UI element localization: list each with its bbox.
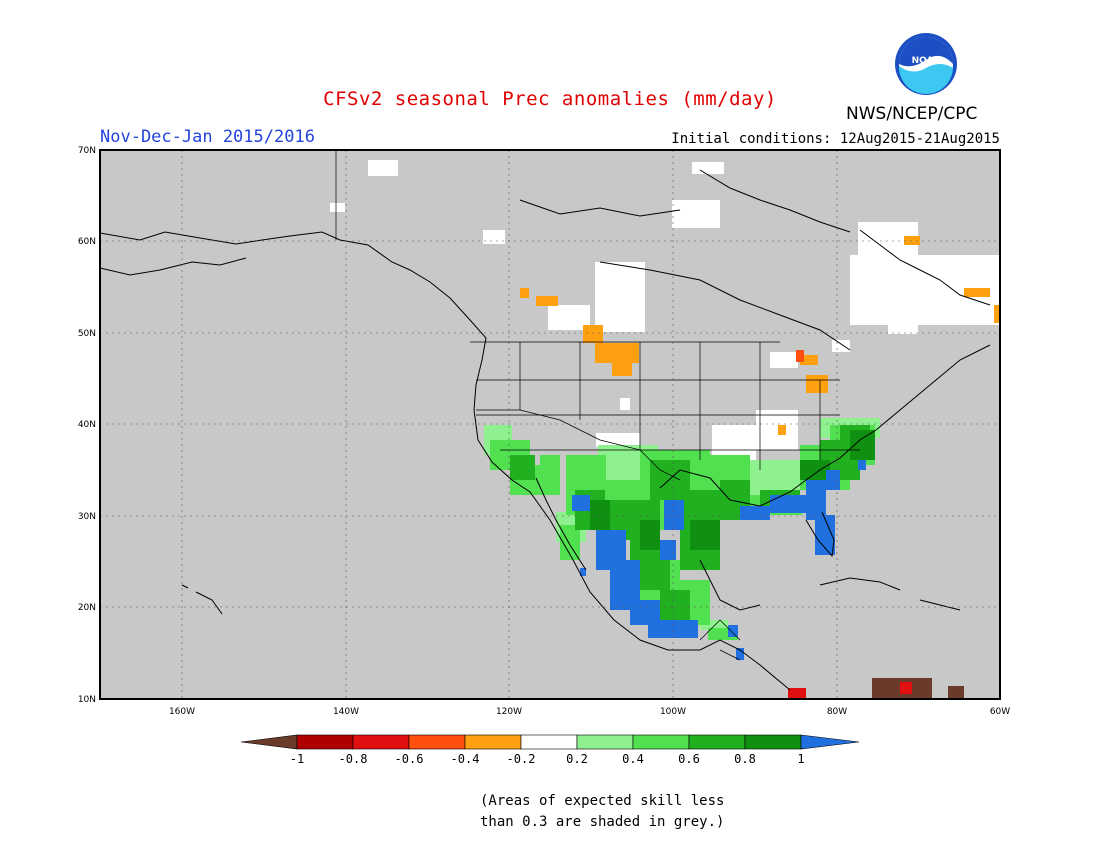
legend-label: 1 xyxy=(797,752,804,766)
lon-label: 60W xyxy=(990,707,1010,717)
skill-note-line: than 0.3 are shaded in grey.) xyxy=(480,814,725,830)
dry-anomaly-areas xyxy=(520,236,1000,435)
latitude-labels: 70N 60N 50N 40N 30N 20N 10N xyxy=(78,146,96,705)
legend-label: 0.2 xyxy=(566,752,588,766)
lat-label: 10N xyxy=(78,695,96,705)
lon-label: 140W xyxy=(333,707,359,717)
political-borders xyxy=(335,150,860,661)
legend-label: 0.8 xyxy=(734,752,756,766)
lon-label: 160W xyxy=(169,707,195,717)
forecast-period: Nov-Dec-Jan 2015/2016 xyxy=(100,127,315,147)
skill-note-line: (Areas of expected skill less xyxy=(480,793,725,809)
legend-arrow-high xyxy=(800,734,860,750)
legend-swatch xyxy=(632,734,690,750)
legend-label: -0.4 xyxy=(451,752,480,766)
organization-label: NWS/NCEP/CPC xyxy=(846,104,978,124)
legend-swatch xyxy=(688,734,746,750)
lon-label: 120W xyxy=(496,707,522,717)
legend-swatch xyxy=(744,734,802,750)
lat-label: 40N xyxy=(78,420,96,430)
noaa-logo: NOAA xyxy=(895,33,957,95)
coastlines xyxy=(99,169,991,691)
color-legend: -1 -0.8 -0.6 -0.4 -0.2 0.2 0.4 0.6 0.8 1 xyxy=(240,734,860,766)
longitude-labels: 160W 140W 120W 100W 80W 60W xyxy=(169,707,1010,717)
legend-label: -0.2 xyxy=(507,752,536,766)
legend-swatch xyxy=(352,734,410,750)
gridlines xyxy=(100,150,1000,699)
legend-label: -1 xyxy=(290,752,304,766)
strong-dry-areas xyxy=(788,350,964,698)
lon-label: 100W xyxy=(660,707,686,717)
lat-label: 30N xyxy=(78,512,96,522)
legend-arrow-low xyxy=(240,734,298,750)
lat-label: 50N xyxy=(78,329,96,339)
page-title: CFSv2 seasonal Prec anomalies (mm/day) xyxy=(323,88,777,110)
lat-label: 20N xyxy=(78,603,96,613)
lat-label: 60N xyxy=(78,237,96,247)
map-panel: 70N 60N 50N 40N 30N 20N 10N 160W 140W 12… xyxy=(78,146,1010,717)
legend-swatch xyxy=(408,734,466,750)
skill-note: (Areas of expected skill less than 0.3 a… xyxy=(480,791,724,833)
legend-swatch xyxy=(464,734,522,750)
legend-label: 0.4 xyxy=(622,752,644,766)
legend-label: -0.6 xyxy=(395,752,424,766)
legend-swatch xyxy=(576,734,634,750)
noaa-logo-text: NOAA xyxy=(912,56,941,66)
legend-label: 0.6 xyxy=(678,752,700,766)
wet-anomaly-extreme xyxy=(572,460,866,660)
legend-label: -0.8 xyxy=(339,752,368,766)
map-frame xyxy=(99,149,1001,700)
initial-conditions: Initial conditions: 12Aug2015-21Aug2015 xyxy=(671,131,1000,147)
lon-label: 80W xyxy=(827,707,847,717)
legend-swatch xyxy=(296,734,354,750)
legend-swatch xyxy=(520,734,578,750)
lat-label: 70N xyxy=(78,146,96,156)
near-normal-areas xyxy=(330,160,1000,460)
